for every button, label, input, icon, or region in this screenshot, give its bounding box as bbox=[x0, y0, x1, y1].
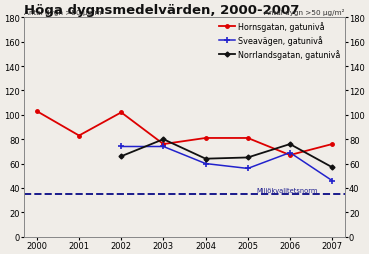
Text: Miljökvalitetsnorm: Miljökvalitetsnorm bbox=[256, 187, 318, 194]
Hornsgatan, gatunivå bbox=[203, 137, 208, 140]
Norrlandsgatan, gatunivå bbox=[203, 157, 208, 161]
Norrlandsgatan, gatunivå bbox=[288, 143, 292, 146]
Hornsgatan, gatunivå bbox=[77, 134, 81, 137]
Sveavägen, gatunivå bbox=[203, 162, 208, 165]
Text: Höga dygnsmedelvärden, 2000-2007: Höga dygnsmedelvärden, 2000-2007 bbox=[24, 4, 300, 17]
Line: Sveavägen, gatunivå: Sveavägen, gatunivå bbox=[118, 144, 336, 184]
Sveavägen, gatunivå bbox=[288, 151, 292, 154]
Norrlandsgatan, gatunivå bbox=[330, 166, 334, 169]
Line: Norrlandsgatan, gatunivå: Norrlandsgatan, gatunivå bbox=[120, 138, 334, 169]
Hornsgatan, gatunivå bbox=[119, 112, 124, 115]
Hornsgatan, gatunivå bbox=[330, 143, 334, 146]
Line: Hornsgatan, gatunivå: Hornsgatan, gatunivå bbox=[35, 110, 334, 157]
Sveavägen, gatunivå bbox=[245, 167, 250, 170]
Hornsgatan, gatunivå bbox=[288, 154, 292, 157]
Sveavägen, gatunivå bbox=[119, 145, 124, 148]
Text: Antal dygn >50 μg/m²: Antal dygn >50 μg/m² bbox=[24, 9, 105, 16]
Hornsgatan, gatunivå bbox=[245, 137, 250, 140]
Norrlandsgatan, gatunivå bbox=[161, 138, 166, 141]
Norrlandsgatan, gatunivå bbox=[119, 155, 124, 158]
Sveavägen, gatunivå bbox=[161, 145, 166, 148]
Hornsgatan, gatunivå bbox=[161, 143, 166, 146]
Sveavägen, gatunivå bbox=[330, 179, 334, 182]
Norrlandsgatan, gatunivå bbox=[245, 156, 250, 159]
Legend: Hornsgatan, gatunivå, Sveavägen, gatunivå, Norrlandsgatan, gatunivå: Hornsgatan, gatunivå, Sveavägen, gatuniv… bbox=[219, 22, 341, 60]
Hornsgatan, gatunivå bbox=[35, 110, 39, 113]
Text: Antal dygn >50 μg/m²: Antal dygn >50 μg/m² bbox=[264, 9, 345, 16]
